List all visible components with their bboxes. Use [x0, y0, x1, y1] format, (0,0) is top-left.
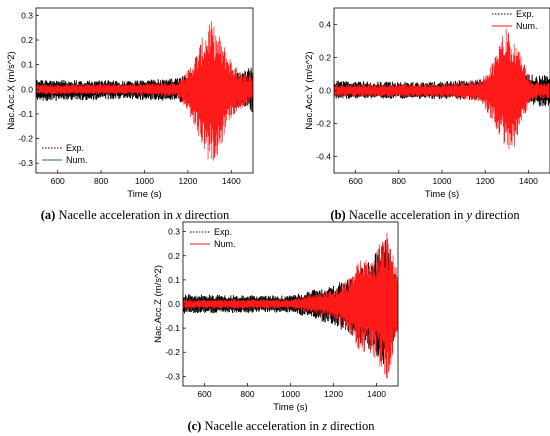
x-tick-label: 1400 [367, 389, 386, 399]
caption-b: (b) Nacelle acceleration in y direction [300, 208, 550, 223]
x-tick-label: 1400 [222, 176, 241, 186]
y-tick-label: -0.1 [165, 323, 180, 333]
legend: Exp. Num. [492, 9, 538, 31]
legend-label-1: Exp. [66, 143, 84, 153]
legend-label-2: Num. [66, 155, 88, 165]
caption-a-label: (a) [40, 208, 56, 222]
legend-label-1: Exp. [516, 9, 534, 19]
y-tick-label: 0.2 [168, 251, 180, 261]
legend-label-1: Exp. [214, 227, 232, 237]
caption-a-suffix: direction [181, 208, 230, 222]
legend: Exp. Num. [190, 227, 236, 249]
x-tick-label: 1000 [135, 176, 154, 186]
x-axis-label: Time (s) [425, 189, 459, 200]
x-tick-label: 800 [94, 176, 108, 186]
x-tick-label: 600 [51, 176, 65, 186]
y-tick-label: -0.3 [165, 371, 180, 381]
caption-a: (a) Nacelle acceleration in x direction [4, 208, 266, 223]
legend-label-2: Num. [516, 21, 538, 31]
x-tick-label: 1200 [178, 176, 197, 186]
chart-3: 600 800 1000 1200 1400 0.3 0.2 0.1 0.0 -0.1 -0.2 -0… [153, 221, 399, 413]
y-tick-label: 0.3 [168, 227, 180, 237]
x-tick-label: 800 [392, 176, 406, 186]
chart-1: 600 800 1000 1200 1400 0.3 0.2 0.1 0.0 -0.1 -0.2 -0… [6, 7, 254, 200]
caption-a-text: Nacelle acceleration in [58, 208, 177, 222]
caption-c-label: (c) [187, 419, 202, 433]
x-tick-label: 1200 [476, 176, 495, 186]
y-tick-label: 0.4 [319, 20, 331, 30]
legend: Exp. Num. [42, 143, 88, 165]
y-tick-label: -0.2 [18, 134, 33, 144]
x-tick-label: 800 [240, 389, 254, 399]
series-line-num [183, 232, 398, 379]
y-tick-label: 0.3 [21, 10, 33, 20]
caption-b-text: Nacelle acceleration in [348, 208, 467, 222]
y-tick-label: -0.3 [18, 158, 33, 168]
y-tick-label: 0.2 [319, 53, 331, 63]
y-tick-label: -0.1 [18, 109, 33, 119]
y-tick-label: 0.0 [319, 86, 331, 96]
x-axis-label: Time (s) [127, 189, 161, 200]
y-axis-label: Nac.Acc.Z (m/s^2) [153, 265, 164, 343]
y-tick-label: 0.0 [168, 299, 180, 309]
x-tick-label: 600 [197, 389, 211, 399]
y-axis-label: Nac.Acc.Y (m/s^2) [304, 51, 315, 129]
series-line-num [36, 21, 253, 161]
y-tick-label: 0.2 [21, 35, 33, 45]
x-tick-label: 600 [349, 176, 363, 186]
chart-2: 600 800 1000 1200 1400 0.4 0.2 0.0 -0.2 -0.4 Time … [304, 7, 550, 200]
y-tick-label: 0.1 [168, 275, 180, 285]
caption-c-suffix: direction [326, 419, 375, 433]
caption-c: (c) Nacelle acceleration in z direction [150, 419, 412, 434]
caption-b-label: (b) [330, 208, 346, 222]
y-axis-label: Nac.Acc.X (m/s^2) [6, 51, 17, 129]
caption-c-axis: z [322, 419, 327, 433]
x-tick-label: 1200 [324, 389, 343, 399]
series-line-num [334, 28, 550, 150]
y-tick-label: 0.1 [21, 60, 33, 70]
x-tick-label: 1400 [519, 176, 538, 186]
x-axis-label: Time (s) [273, 402, 307, 413]
caption-a-axis: x [176, 208, 182, 222]
y-tick-label: -0.4 [316, 152, 331, 162]
caption-c-text: Nacelle acceleration in [204, 419, 323, 433]
x-tick-label: 1000 [433, 176, 452, 186]
y-tick-label: 0.0 [21, 84, 33, 94]
x-tick-label: 1000 [281, 389, 300, 399]
y-tick-label: -0.2 [316, 119, 331, 129]
caption-b-axis: y [466, 208, 473, 222]
y-tick-label: -0.2 [165, 347, 180, 357]
caption-b-suffix: direction [472, 208, 520, 222]
legend-label-2: Num. [214, 239, 236, 249]
